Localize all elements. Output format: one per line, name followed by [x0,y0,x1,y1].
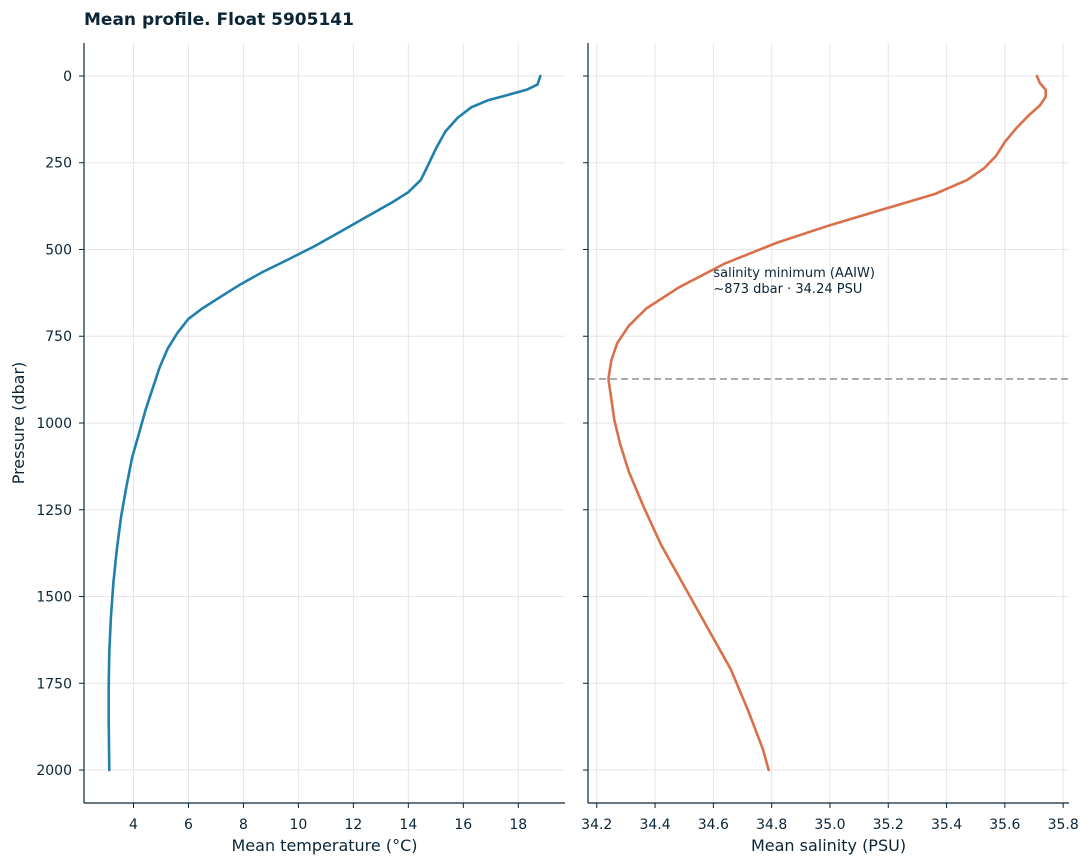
pressure-y-tick-label: 500 [45,242,72,258]
salinity-axes: 34.2 34.4 34.6 34.8 35.0 35.2 35.4 35.6 35.8 [581,43,1079,833]
temperature-series-group [107,74,542,772]
salinity-panel: 34.2 34.4 34.6 34.8 35.0 35.2 35.4 35.6 35.8 Mea… [581,43,1079,855]
pressure-y-tick-label: 1500 [36,590,72,606]
pressure-y-tick-label: 2000 [36,763,72,779]
salinity-x-tick-label: 35.8 [1048,817,1079,833]
pressure-y-tick-label: 1750 [36,676,72,692]
salinity-x-tick-label: 35.6 [989,817,1020,833]
temperature-axes: 4 6 8 10 12 14 16 18 0 250 500 750 1000 1250 1500 1750 2… [36,43,565,833]
chart-title: Mean profile. Float 5905141 [84,10,354,30]
pressure-y-axis-label: Pressure (dbar) [9,362,28,485]
salinity-x-tick-label: 34.2 [581,817,612,833]
salinity-x-tick-label: 35.2 [873,817,904,833]
pressure-y-tick-label: 750 [45,329,72,345]
pressure-y-tick-label: 0 [63,69,72,85]
temperature-profile-line [107,74,542,772]
salinity-series-group [607,74,1047,772]
temperature-x-tick-label: 10 [289,817,307,833]
temperature-x-tick-label: 14 [399,817,417,833]
salinity-x-tick-label: 35.0 [814,817,845,833]
salinity-x-tick-label: 35.4 [931,817,962,833]
temperature-x-tick-label: 4 [129,817,138,833]
temperature-grid [84,43,565,803]
temperature-x-tick-label: 16 [454,817,472,833]
salinity-x-axis-label: Mean salinity (PSU) [751,836,906,855]
pressure-y-tick-label: 250 [45,156,72,172]
salinity-profile-line [607,74,1047,772]
temperature-x-tick-label: 6 [184,817,193,833]
pressure-y-tick-label: 1250 [36,503,72,519]
temperature-x-axis-label: Mean temperature (°C) [232,836,418,855]
salinity-minimum-annotation-line-1: salinity minimum (AAIW) [713,266,875,281]
salinity-x-tick-label: 34.6 [698,817,729,833]
temperature-panel: 4 6 8 10 12 14 16 18 0 250 500 750 1000 1250 1500 1750 2… [9,43,565,855]
salinity-x-tick-label: 34.8 [756,817,787,833]
temperature-x-tick-label: 8 [239,817,248,833]
temperature-x-tick-label: 18 [509,817,527,833]
salinity-grid [588,43,1069,803]
pressure-y-tick-label: 1000 [36,416,72,432]
salinity-minimum-annotation-line-2: ~873 dbar · 34.24 PSU [713,282,862,297]
salinity-x-tick-label: 34.4 [639,817,670,833]
temperature-x-tick-label: 12 [344,817,362,833]
